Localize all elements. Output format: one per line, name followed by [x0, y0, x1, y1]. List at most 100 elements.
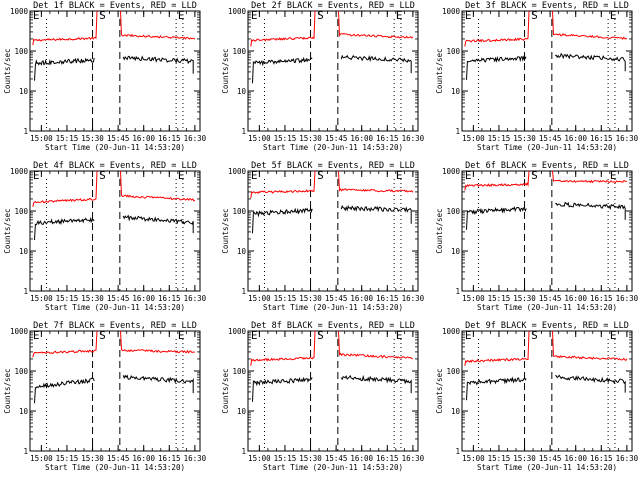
x-tick-label: 16:15 [158, 454, 181, 463]
y-tick-label: 100 [14, 47, 28, 56]
panel-title: Det 7f BLACK = Events, RED = LLD [33, 321, 197, 331]
x-tick-label: 16:00 [132, 134, 155, 143]
event-rate-line [466, 55, 527, 80]
y-tick-label: 1 [241, 447, 246, 456]
x-tick-label: 15:45 [107, 454, 130, 463]
x-tick-label: 16:30 [616, 294, 639, 303]
x-tick-label: 16:00 [350, 134, 373, 143]
x-axis-label: Start Time (20-Jun-11 14:53:20) [477, 463, 617, 472]
segment-marker-label: S [317, 329, 324, 342]
y-tick-label: 10 [19, 407, 29, 416]
y-tick-label: 1 [455, 287, 460, 296]
plot-frame [29, 170, 201, 292]
segment-marker-label: S [531, 329, 538, 342]
event-rate-line [466, 376, 527, 401]
y-axis-label: Counts/sec [435, 208, 444, 253]
y-tick-label: 10 [237, 247, 247, 256]
y-tick-label: 1 [23, 287, 28, 296]
y-tick-label: 100 [446, 207, 460, 216]
panel-title: Det 3f BLACK = Events, RED = LLD [465, 1, 629, 11]
segment-marker-label: S [317, 169, 324, 182]
y-tick-label: 10 [19, 247, 29, 256]
lld-rate-line [338, 170, 414, 193]
y-axis-label: Counts/sec [3, 48, 12, 93]
y-tick-label: 1 [241, 287, 246, 296]
segment-marker-label: E [610, 169, 617, 182]
x-tick-label: 15:45 [107, 134, 130, 143]
panel-title: Det 5f BLACK = Events, RED = LLD [251, 161, 415, 171]
x-tick-label: 15:00 [30, 294, 53, 303]
y-tick-label: 1 [23, 447, 28, 456]
x-tick-label: 16:00 [132, 454, 155, 463]
event-rate-line [340, 204, 412, 224]
x-tick-label: 15:45 [325, 134, 348, 143]
x-tick-label: 16:15 [376, 134, 399, 143]
lld-rate-line [552, 10, 628, 40]
y-tick-label: 1 [241, 127, 246, 136]
segment-marker-label: E [178, 169, 185, 182]
event-rate-line [340, 54, 412, 74]
x-tick-label: 16:30 [616, 134, 639, 143]
y-axis-label: Counts/sec [3, 368, 12, 413]
y-tick-label: 1000 [442, 7, 461, 16]
x-tick-label: 16:30 [616, 454, 639, 463]
x-tick-label: 16:15 [590, 134, 613, 143]
lld-rate-line [32, 10, 98, 46]
lld-rate-line [338, 10, 414, 39]
lld-rate-line [464, 170, 530, 191]
y-axis-label: Counts/sec [3, 208, 12, 253]
y-tick-label: 10 [237, 87, 247, 96]
x-tick-label: 15:45 [539, 294, 562, 303]
panel-det-2: Det 2f BLACK = Events, RED = LLD Counts/s… [221, 1, 425, 152]
panel-title: Det 6f BLACK = Events, RED = LLD [465, 161, 629, 171]
x-tick-label: 15:30 [299, 294, 322, 303]
segment-marker-label: S [99, 329, 106, 342]
event-rate-line [122, 374, 194, 394]
x-tick-label: 16:15 [158, 134, 181, 143]
x-tick-label: 16:15 [376, 454, 399, 463]
x-tick-label: 16:00 [132, 294, 155, 303]
lld-rate-line [32, 330, 98, 358]
x-tick-label: 15:15 [274, 134, 297, 143]
event-rate-line [555, 374, 626, 393]
x-tick-label: 15:00 [462, 454, 485, 463]
y-tick-label: 1000 [10, 327, 29, 336]
segment-marker-label: E [396, 9, 403, 22]
x-tick-label: 15:15 [488, 454, 511, 463]
y-tick-label: 10 [19, 87, 29, 96]
y-tick-label: 1000 [228, 327, 247, 336]
panel-det-8: Det 8f BLACK = Events, RED = LLD Counts/s… [221, 321, 425, 472]
y-axis-label: Counts/sec [435, 368, 444, 413]
y-tick-label: 100 [446, 47, 460, 56]
x-tick-label: 16:15 [590, 454, 613, 463]
x-tick-label: 16:15 [590, 294, 613, 303]
x-tick-label: 16:15 [376, 294, 399, 303]
y-tick-label: 1000 [228, 167, 247, 176]
x-tick-label: 15:15 [274, 294, 297, 303]
plot-frame [29, 10, 201, 132]
x-tick-label: 16:30 [184, 134, 207, 143]
x-tick-label: 15:30 [299, 134, 322, 143]
segment-marker-label: E [465, 169, 472, 182]
lld-rate-line [32, 170, 98, 207]
event-rate-line [340, 374, 412, 394]
x-tick-label: 15:00 [462, 134, 485, 143]
segment-marker-label: E [465, 9, 472, 22]
segment-marker-label: E [251, 9, 258, 22]
x-tick-label: 16:00 [564, 294, 587, 303]
x-tick-label: 16:00 [350, 294, 373, 303]
lld-rate-line [552, 330, 628, 362]
y-tick-label: 10 [451, 247, 461, 256]
y-axis-label: Counts/sec [221, 208, 230, 253]
event-rate-line [34, 57, 95, 81]
event-rate-line [555, 201, 626, 220]
x-tick-label: 15:15 [488, 134, 511, 143]
segment-marker-label: E [251, 169, 258, 182]
lld-rate-line [120, 170, 196, 202]
y-tick-label: 100 [232, 47, 246, 56]
x-tick-label: 15:15 [274, 454, 297, 463]
segment-marker-label: E [33, 169, 40, 182]
event-rate-line [252, 206, 313, 234]
x-tick-label: 16:00 [350, 454, 373, 463]
x-tick-label: 15:00 [248, 134, 271, 143]
